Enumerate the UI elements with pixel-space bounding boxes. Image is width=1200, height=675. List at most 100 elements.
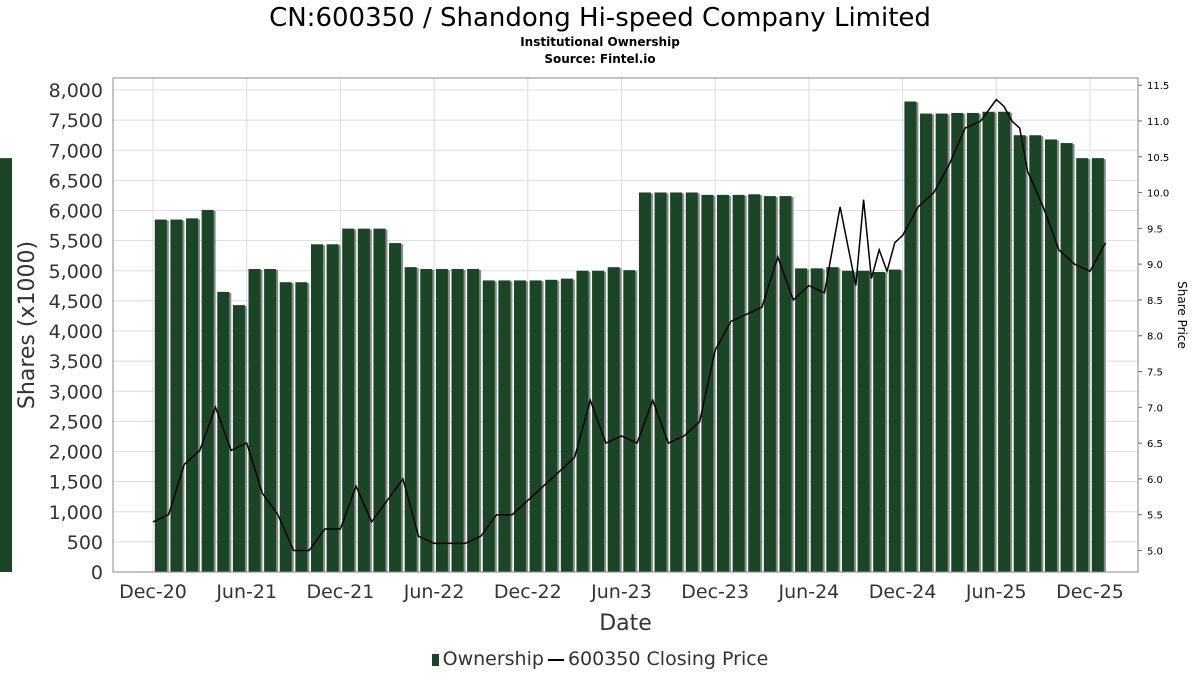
x-tick-label: Dec-24 (869, 581, 937, 603)
ownership-bar (685, 192, 698, 572)
x-tick-label: Jun-25 (965, 581, 1027, 603)
x-tick-label: Dec-23 (681, 581, 749, 603)
x-tick-label: Jun-23 (590, 581, 652, 603)
y-tick-label: 1,000 (49, 502, 103, 524)
ownership-bar (904, 101, 917, 573)
ownership-bar (763, 196, 776, 572)
y-tick-label: 6,000 (49, 201, 103, 223)
ownership-bar (232, 305, 245, 572)
ownership-bar (935, 113, 948, 573)
ownership-bar (623, 270, 636, 572)
legend-price-label: 600350 Closing Price (567, 648, 769, 670)
ownership-bar (810, 268, 823, 572)
ownership-bar (779, 196, 792, 572)
ownership-bar (920, 113, 933, 573)
ownership-bar (841, 270, 854, 572)
ownership-bar (513, 280, 526, 572)
ownership-bar (873, 271, 886, 572)
ownership-bar (1013, 135, 1026, 573)
y-tick-label: 5,500 (49, 231, 103, 253)
x-tick-label: Jun-21 (215, 581, 277, 603)
ownership-bar (435, 268, 448, 572)
ownership-bar (217, 291, 230, 572)
ownership-bar (638, 192, 651, 572)
ownership-bar (1076, 158, 1089, 572)
y2-tick-label: 8.0 (1147, 332, 1163, 343)
y2-tick-label: 5.5 (1147, 511, 1163, 522)
y-tick-label: 8,000 (49, 80, 103, 102)
y2-tick-label: 11.0 (1147, 117, 1169, 128)
y2-tick-label: 9.5 (1147, 224, 1163, 235)
x-tick-label: Dec-20 (119, 581, 187, 603)
ownership-bar (295, 282, 308, 572)
y-tick-label: 4,000 (49, 321, 103, 343)
chart-title: CN:600350 / Shandong Hi-speed Company Li… (269, 3, 931, 33)
y-tick-label: 3,000 (49, 381, 103, 403)
ownership-bar (264, 268, 277, 572)
x-axis-label: Date (599, 611, 652, 636)
ownership-bar (482, 280, 495, 572)
y2-tick-label: 6.0 (1147, 475, 1163, 486)
ownership-bar (373, 228, 386, 573)
ownership-bar (560, 278, 573, 572)
legend-price-line-swatch (547, 658, 564, 661)
y-tick-label: 7,000 (49, 140, 103, 162)
x-tick-label: Dec-21 (306, 581, 374, 603)
ownership-bar (1044, 139, 1057, 572)
legend-ownership-swatch (431, 653, 439, 666)
legend-ownership-label: Ownership (442, 648, 544, 670)
ownership-bar (389, 243, 402, 572)
y-tick-label: 4,500 (49, 291, 103, 313)
ownership-bar (342, 228, 355, 573)
y2-tick-label: 6.5 (1147, 439, 1163, 450)
chart-legend: Ownership 600350 Closing Price (0, 648, 1200, 670)
y-tick-label: 3,500 (49, 351, 103, 373)
x-tick-label: Jun-24 (778, 581, 840, 603)
ownership-bar (529, 280, 542, 572)
y-tick-label: 5,000 (49, 261, 103, 283)
ownership-bar (732, 194, 745, 572)
ownership-bar (279, 282, 292, 572)
ownership-bar (951, 112, 964, 572)
ownership-bar (717, 194, 730, 572)
ownership-bar (966, 112, 979, 572)
plot-border (112, 77, 1139, 573)
ownership-bar (795, 268, 808, 572)
y2-tick-label: 7.5 (1147, 368, 1163, 379)
ownership-bar (201, 209, 214, 572)
y-tick-label: 2,500 (49, 411, 103, 433)
ownership-bar (420, 268, 433, 572)
ownership-bar (310, 244, 323, 572)
chart-subtitle: Institutional Ownership (520, 35, 680, 49)
chart-source: Source: Fintel.io (544, 52, 656, 66)
ownership-bar (670, 192, 683, 572)
y2-tick-label: 11.5 (1147, 81, 1169, 92)
ownership-bar (654, 192, 667, 572)
price-line (152, 98, 1107, 552)
y-axis-label: Shares (x1000) (15, 241, 40, 409)
ownership-chart: 0 500 1,000 1,500 2,000 2,500 3,000 3,500 4,000 4… (0, 77, 1189, 636)
ownership-bar (748, 194, 761, 572)
ownership-bar (154, 219, 167, 572)
y2-tick-label: 7.0 (1147, 403, 1163, 414)
ownership-bar (576, 270, 589, 572)
ownership-bar (0, 158, 12, 572)
y2-tick-label: 10.5 (1147, 153, 1169, 164)
ownership-bar (1029, 135, 1042, 573)
x-tick-label: Dec-22 (494, 581, 562, 603)
y-tick-label: 500 (67, 532, 103, 554)
y-tick-label: 1,500 (49, 472, 103, 494)
ownership-bar (982, 111, 995, 573)
ownership-bar (404, 267, 417, 572)
ownership-bar (467, 268, 480, 572)
y-tick-label: 0 (91, 562, 103, 584)
y2-tick-label: 9.0 (1147, 260, 1163, 271)
ownership-bar (1091, 158, 1104, 572)
y-tick-label: 6,500 (49, 170, 103, 192)
ownership-bar (607, 267, 620, 572)
ownership-bar (326, 244, 339, 572)
y2-tick-label: 8.5 (1147, 296, 1163, 307)
ownership-bar (498, 280, 511, 572)
ownership-bar (998, 111, 1011, 573)
y-tick-label: 2,000 (49, 442, 103, 464)
